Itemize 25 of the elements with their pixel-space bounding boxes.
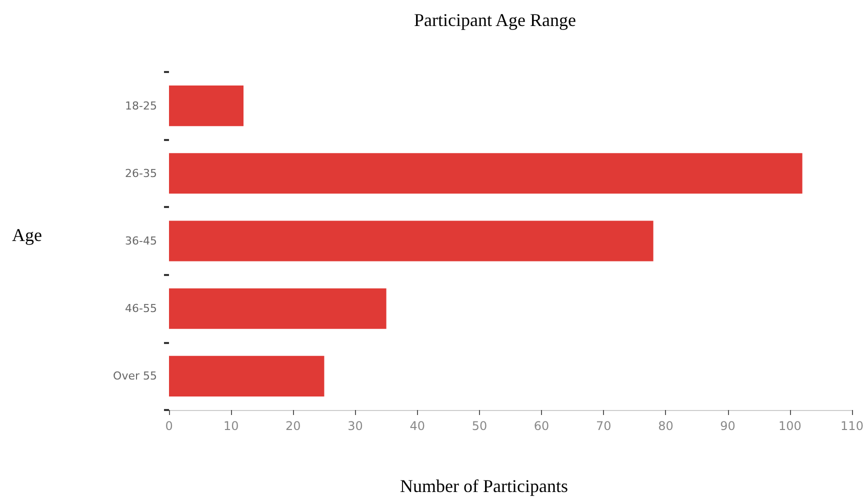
chart-title: Participant Age Range bbox=[414, 10, 576, 30]
x-tick-label: 10 bbox=[223, 419, 239, 433]
x-tick-label: 80 bbox=[658, 419, 674, 433]
x-tick-label: 60 bbox=[534, 419, 550, 433]
y-tick-label: 18-25 bbox=[125, 99, 157, 112]
x-tick-label: 100 bbox=[778, 419, 802, 433]
y-axis-title: Age bbox=[12, 225, 42, 245]
x-tick-label: 0 bbox=[165, 419, 173, 433]
x-tick-label: 20 bbox=[286, 419, 301, 433]
x-tick-label: 30 bbox=[348, 419, 363, 433]
x-tick-label: 40 bbox=[410, 419, 426, 433]
x-tick-label: 70 bbox=[596, 419, 612, 433]
y-tick-label: 26-35 bbox=[125, 166, 157, 180]
x-tick-label: 50 bbox=[472, 419, 488, 433]
y-tick-label: Over 55 bbox=[113, 370, 157, 383]
x-axis-title: Number of Participants bbox=[400, 476, 568, 496]
x-tick-label: 90 bbox=[720, 419, 736, 433]
y-tick-label: 36-45 bbox=[125, 234, 157, 248]
bar bbox=[169, 86, 244, 126]
bar bbox=[169, 153, 802, 194]
bar bbox=[169, 220, 654, 262]
bar bbox=[169, 288, 386, 329]
x-tick-label: 110 bbox=[840, 419, 864, 433]
bar bbox=[169, 356, 324, 396]
y-tick-label: 46-55 bbox=[125, 302, 157, 316]
